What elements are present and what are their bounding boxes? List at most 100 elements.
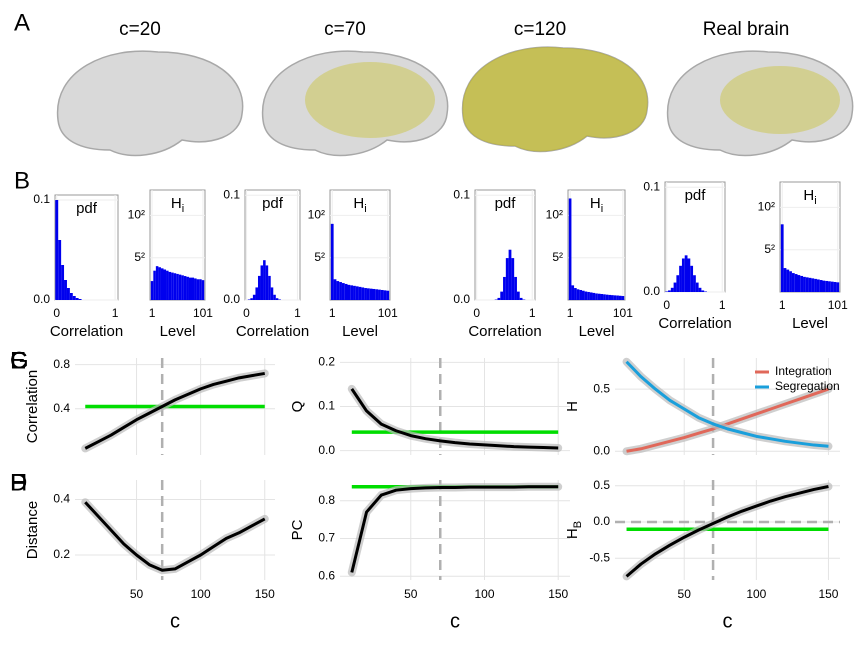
histogram-bar — [823, 281, 826, 292]
title-subscript: i — [364, 203, 366, 215]
y-tick-label: 10² — [308, 208, 325, 222]
brain-image — [668, 51, 853, 155]
histogram-bar — [585, 292, 588, 300]
x-tick-label: 1 — [294, 306, 301, 320]
brain-image — [58, 51, 243, 155]
y-tick-label: 0.1 — [453, 187, 470, 201]
histogram-bar — [163, 269, 166, 300]
histogram-bar — [174, 273, 177, 300]
y-tick-label: 0.5 — [593, 381, 610, 395]
title-text: H — [171, 195, 182, 212]
brain-title: c=120 — [514, 19, 566, 40]
histogram-bar — [334, 279, 337, 300]
histogram-bar — [587, 292, 590, 300]
histogram-bar — [693, 275, 696, 292]
histogram-bar — [61, 265, 64, 300]
y-tick-label: 5² — [552, 250, 563, 264]
histogram-bar — [370, 289, 373, 300]
legend-label: Segregation — [775, 379, 840, 393]
histogram-bar — [665, 291, 668, 292]
histogram-bar — [616, 296, 619, 300]
x-tick-label: 150 — [255, 587, 275, 601]
histogram-bar — [153, 271, 156, 300]
histogram-bar — [679, 266, 682, 292]
y-tick-label: 10² — [546, 208, 563, 222]
histogram-bar — [798, 275, 801, 292]
histogram-bar — [199, 279, 202, 300]
y-tick-label: 0.0 — [453, 292, 470, 306]
histogram-bar — [255, 287, 258, 300]
histogram-bar — [156, 266, 159, 300]
histogram-bar — [253, 295, 256, 300]
histogram-bar — [171, 273, 174, 300]
histogram-bar — [342, 283, 345, 300]
histogram-bar — [836, 282, 839, 292]
histogram-bar — [795, 274, 798, 292]
x-tick-label: 1 — [779, 298, 786, 312]
x-axis-label: Level — [342, 323, 378, 340]
histogram-bar — [789, 271, 792, 292]
y-tick-label: 0.8 — [318, 493, 335, 507]
x-tick-label: 100 — [474, 587, 494, 601]
brain-title: c=70 — [324, 19, 366, 40]
histogram-bar — [831, 282, 834, 292]
histogram-bar — [250, 298, 253, 300]
histogram-bar — [79, 299, 82, 300]
page: A c=20 c=70 c=120 Real brain 0.00.101Bpd… — [0, 0, 858, 662]
histogram-bar — [611, 295, 614, 300]
histogram-bar — [814, 279, 817, 292]
title-text: H — [803, 187, 814, 204]
line-band — [85, 373, 264, 448]
histogram-bar — [803, 277, 806, 292]
plot-title: pdf — [685, 187, 707, 204]
title-subscript: i — [601, 203, 603, 215]
histogram-bar — [339, 282, 342, 300]
histogram-bar — [511, 258, 514, 300]
histogram-bar — [579, 290, 582, 300]
histogram-bar — [266, 265, 269, 300]
histogram-bar — [364, 288, 367, 300]
x-tick-label: 150 — [818, 587, 838, 601]
panel-letter: H — [10, 469, 27, 496]
histogram-bar — [184, 276, 187, 300]
y-tick-label: 0.4 — [53, 401, 70, 415]
histogram-bar — [685, 255, 688, 292]
y-axis-label: H — [564, 401, 581, 412]
histogram-bar — [169, 272, 172, 300]
histogram-bar — [674, 283, 677, 292]
title-subscript: i — [814, 195, 816, 207]
histogram-bar — [345, 284, 348, 300]
y-axis-label: Correlation — [24, 370, 41, 443]
x-tick-label: 0 — [663, 298, 670, 312]
histogram-bar — [825, 281, 828, 292]
line-band — [352, 487, 558, 573]
histogram-bar — [258, 276, 261, 300]
histogram-bar — [350, 285, 353, 300]
histogram-bar — [73, 296, 76, 300]
histogram-bar — [373, 289, 376, 300]
histogram-bar — [386, 291, 389, 300]
y-tick-label: 5² — [764, 242, 775, 256]
histogram-bar — [55, 200, 58, 300]
histogram-bar — [514, 277, 517, 300]
x-axis-label: Correlation — [468, 323, 541, 340]
histogram-bar — [271, 287, 274, 300]
histogram-bar — [595, 293, 598, 300]
histogram-bar — [384, 290, 387, 300]
histogram-bar — [248, 299, 251, 300]
histogram-bar — [64, 280, 67, 300]
histogram-bar — [186, 277, 189, 300]
x-tick-label: 101 — [613, 306, 633, 320]
x-axis-label: Level — [792, 315, 828, 332]
histogram-bar — [701, 290, 704, 292]
histogram-bar — [593, 293, 596, 300]
histogram-bar — [619, 296, 622, 300]
y-tick-label: 5² — [134, 250, 145, 264]
title-text: pdf — [76, 200, 98, 217]
histogram-bar — [158, 267, 161, 300]
histogram-bar — [273, 295, 276, 300]
x-axis-label: Level — [579, 323, 615, 340]
histogram-bar — [356, 286, 359, 300]
y-tick-label: 0.6 — [318, 568, 335, 582]
histogram-bar — [76, 298, 79, 300]
